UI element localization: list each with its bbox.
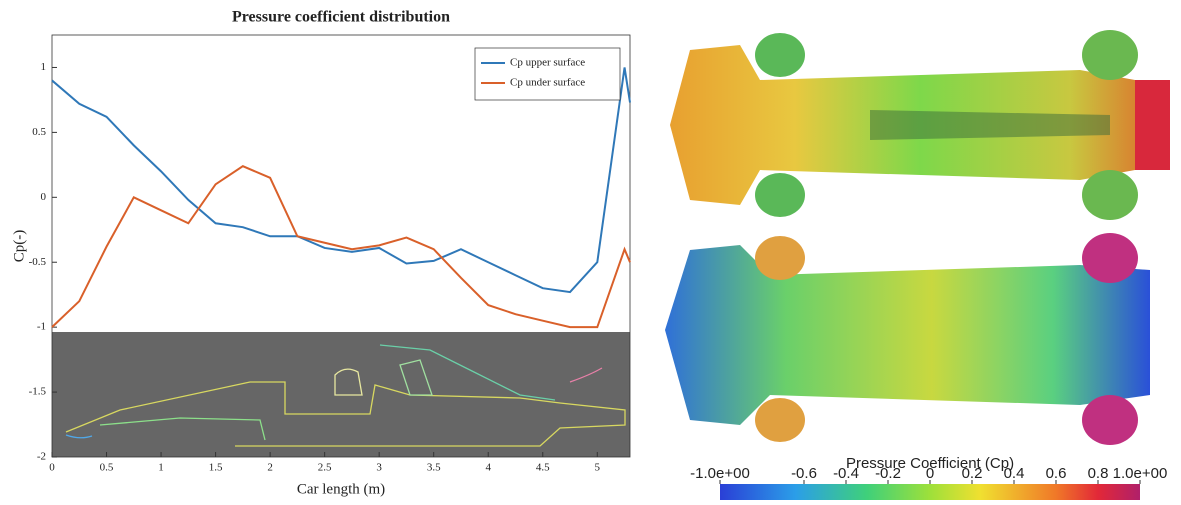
x-tick-label: 3.5 xyxy=(427,462,441,474)
wheel xyxy=(755,236,805,280)
wheel xyxy=(1082,233,1138,283)
y-tick-label: -0.5 xyxy=(29,256,47,268)
y-tick-label: -1 xyxy=(37,321,46,333)
x-tick-label: 4 xyxy=(485,462,491,474)
legend-label: Cp under surface xyxy=(510,77,585,89)
wheel xyxy=(1082,170,1138,220)
chart-title: Pressure coefficient distribution xyxy=(232,9,450,26)
car-bottom-view xyxy=(665,245,1150,425)
y-tick-label: 0.5 xyxy=(32,126,46,138)
wheel xyxy=(755,398,805,442)
colorbar-tick-label: 0 xyxy=(926,465,934,482)
colorbar-tick-label: 1.0e+00 xyxy=(1113,465,1168,482)
x-tick-label: 0 xyxy=(49,462,55,474)
x-tick-label: 2.5 xyxy=(318,462,332,474)
x-tick-label: 2 xyxy=(267,462,273,474)
legend-label: Cp upper surface xyxy=(510,57,585,69)
x-tick-label: 1 xyxy=(158,462,164,474)
y-tick-label: -1.5 xyxy=(29,386,47,398)
x-tick-label: 1.5 xyxy=(209,462,223,474)
x-tick-label: 0.5 xyxy=(100,462,114,474)
x-axis-label: Car length (m) xyxy=(297,481,385,497)
y-axis-label: Cp(-) xyxy=(11,230,27,263)
series-line xyxy=(51,165,631,329)
colorbar-tick-label: -0.4 xyxy=(833,465,859,482)
x-tick-label: 4.5 xyxy=(536,462,550,474)
car-outline xyxy=(65,344,626,447)
series-line xyxy=(51,67,631,294)
colorbar xyxy=(720,484,1140,500)
rear-wing xyxy=(1135,80,1170,170)
cfd-render xyxy=(665,30,1170,445)
plot-frame xyxy=(51,34,631,458)
colorbar-tick-label: 0.4 xyxy=(1004,465,1025,482)
colorbar-tick-label: 0.6 xyxy=(1046,465,1067,482)
wheel xyxy=(1082,30,1138,80)
colorbar-tick-label: -1.0e+00 xyxy=(690,465,750,482)
wheel xyxy=(755,173,805,217)
colorbar-tick-label: -0.6 xyxy=(791,465,817,482)
wheel xyxy=(755,33,805,77)
legend-box xyxy=(474,47,621,101)
colorbar-tick-label: -0.2 xyxy=(875,465,901,482)
cockpit xyxy=(870,110,1110,140)
x-tick-label: 3 xyxy=(376,462,382,474)
y-tick-label: 1 xyxy=(41,61,47,73)
colorbar-tick-label: 0.2 xyxy=(962,465,983,482)
y-tick-label: 0 xyxy=(41,191,47,203)
colorbar-tick-label: 0.8 xyxy=(1088,465,1109,482)
y-tick-label: -2 xyxy=(37,451,46,463)
x-tick-label: 5 xyxy=(595,462,601,474)
colorbar-title: Pressure Coefficient (Cp) xyxy=(846,455,1014,472)
wheel xyxy=(1082,395,1138,445)
